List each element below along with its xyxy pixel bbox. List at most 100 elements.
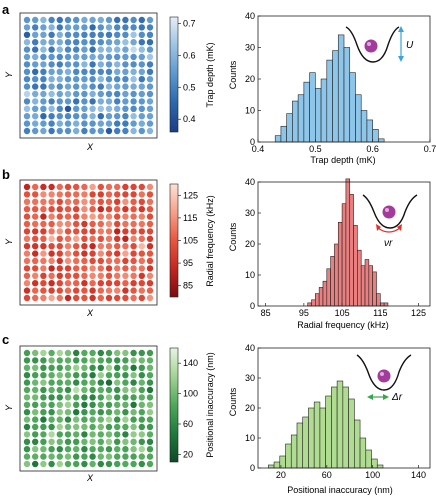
atom-site <box>122 127 129 135</box>
atom-site <box>138 294 145 302</box>
histogram-bar <box>309 72 316 143</box>
atom-site <box>122 235 129 242</box>
atom-site <box>73 423 80 431</box>
atom-site <box>56 228 63 235</box>
atom-site <box>105 272 113 279</box>
histogram-bar <box>353 225 358 307</box>
atom-site <box>32 250 39 257</box>
atom-site <box>105 228 113 235</box>
x-tick-label: 95 <box>299 308 309 318</box>
atom-site <box>122 272 129 279</box>
atom-site <box>48 113 55 120</box>
atom-site <box>138 287 145 294</box>
atom-site <box>122 372 129 379</box>
atom-site <box>40 113 47 120</box>
atom-site <box>130 364 137 371</box>
atom-site <box>122 250 129 257</box>
atom-site <box>89 198 96 205</box>
atom-site <box>73 198 80 205</box>
atom-site <box>56 98 63 105</box>
atom-site <box>122 431 129 438</box>
atom-site <box>114 349 121 357</box>
atom-site <box>56 272 63 279</box>
y-tick-label: 40 <box>245 343 255 353</box>
colorbar-tick-label: 105 <box>183 236 198 246</box>
inset-trap-depth: U <box>345 26 414 63</box>
atom-site <box>146 357 154 364</box>
atom-site <box>146 250 154 257</box>
atom-site <box>56 364 63 371</box>
atom-site <box>32 220 39 228</box>
atom-site <box>73 446 80 453</box>
atom-site <box>97 24 105 31</box>
histogram-bar <box>345 178 351 307</box>
atom-site <box>89 409 96 416</box>
atom-site <box>138 120 145 127</box>
atom-site <box>73 349 80 357</box>
atom-site <box>130 53 137 61</box>
atom-site <box>73 265 80 272</box>
atom-site <box>89 183 96 191</box>
atom-site <box>122 31 129 38</box>
y-tick-label: 40 <box>245 177 255 187</box>
atom-site <box>64 287 72 294</box>
atom-site <box>97 280 105 287</box>
histogram-bar <box>360 110 368 143</box>
atom-site <box>56 372 63 379</box>
atom-site <box>48 438 55 445</box>
histogram-bar <box>332 50 339 143</box>
atom-site <box>32 364 39 371</box>
atom-site <box>81 265 88 272</box>
atom-site <box>40 120 47 127</box>
atom-site <box>146 372 154 379</box>
atom-site <box>23 423 31 431</box>
atom-site <box>64 76 72 83</box>
atom-site <box>122 257 129 265</box>
atom-site <box>56 113 63 120</box>
atom-site <box>97 265 105 272</box>
atom-site <box>130 24 137 31</box>
atom-site <box>73 280 80 287</box>
colorbar-tick-label: 125 <box>183 190 198 200</box>
histogram-bar <box>357 249 362 307</box>
atom-site <box>122 39 129 46</box>
atom-site <box>56 76 63 83</box>
atom-site <box>122 46 129 53</box>
atom-site <box>97 460 105 468</box>
histogram-bar <box>296 422 304 469</box>
atom-site <box>146 446 154 453</box>
atom-site <box>97 220 105 228</box>
atom-site <box>81 68 88 76</box>
atom-site <box>81 394 88 401</box>
atom-site <box>130 98 137 105</box>
atom-site <box>56 394 63 401</box>
atom-site <box>97 446 105 453</box>
atom-site <box>105 206 113 213</box>
colorbar-tick-label: 0.7 <box>183 18 196 28</box>
atom-site <box>73 16 80 24</box>
atom-site <box>56 431 63 438</box>
colorbar-tick-label: 0.4 <box>183 114 196 124</box>
atom-site <box>40 206 47 213</box>
atom-site <box>81 183 88 191</box>
atom-site <box>48 265 55 272</box>
atom-site <box>32 409 39 416</box>
histogram-bar <box>349 72 356 143</box>
atom-site <box>138 416 145 423</box>
oscillation-arrow-icon <box>377 227 401 233</box>
atom-site <box>40 68 47 76</box>
histogram-bar <box>318 287 324 307</box>
atom-site <box>81 198 88 205</box>
atom-site <box>97 105 105 113</box>
atom-site <box>122 105 129 113</box>
atom-site <box>56 127 63 135</box>
atom-site <box>81 243 88 250</box>
atom-site <box>40 243 47 250</box>
atom-site <box>146 423 154 431</box>
atom-site <box>64 39 72 46</box>
atom-site <box>40 250 47 257</box>
atom-site <box>23 250 31 257</box>
atom-site <box>114 280 121 287</box>
atom-site <box>146 105 154 113</box>
atom-site <box>56 265 63 272</box>
